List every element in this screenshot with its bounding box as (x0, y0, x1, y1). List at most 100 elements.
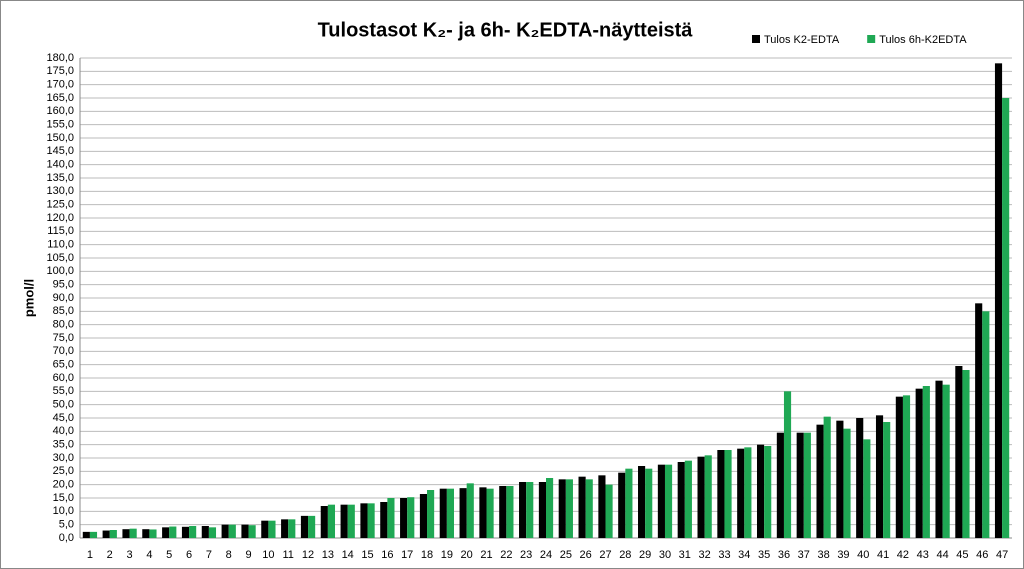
x-tick-label: 20 (461, 549, 473, 561)
x-tick-label: 35 (758, 549, 770, 561)
bar (657, 464, 665, 538)
bar (427, 490, 435, 538)
bar (962, 370, 970, 538)
legend-swatch (752, 35, 760, 43)
bar (261, 520, 269, 538)
bar (796, 432, 804, 538)
x-tick-label: 2 (107, 549, 113, 561)
bar (803, 432, 811, 538)
y-tick-label: 60,0 (53, 372, 74, 384)
bar (625, 468, 633, 538)
bar (129, 528, 137, 538)
x-tick-label: 43 (917, 549, 929, 561)
y-tick-label: 130,0 (46, 185, 74, 197)
x-tick-label: 6 (186, 549, 192, 561)
y-tick-label: 5,0 (59, 519, 74, 531)
bar (466, 483, 474, 538)
bar (367, 503, 375, 538)
bar (1002, 98, 1010, 538)
bar (109, 530, 117, 538)
bar (149, 529, 157, 538)
bar (122, 529, 130, 538)
x-tick-label: 12 (302, 549, 314, 561)
bar (360, 503, 368, 538)
y-tick-label: 85,0 (53, 305, 74, 317)
y-tick-label: 180,0 (46, 52, 74, 64)
bar (756, 444, 765, 538)
x-tick-label: 32 (699, 549, 711, 561)
bar (486, 488, 494, 538)
y-tick-label: 15,0 (53, 492, 74, 504)
bar (915, 388, 923, 538)
bar (181, 526, 190, 538)
x-tick-label: 25 (560, 549, 572, 561)
bar (823, 416, 831, 538)
y-tick-label: 170,0 (46, 79, 74, 91)
x-tick-label: 24 (540, 549, 552, 561)
chart-title: Tulostasot K₂- ja 6h- K₂EDTA-näytteistä (318, 19, 694, 41)
bar (506, 486, 514, 538)
x-tick-label: 26 (580, 549, 592, 561)
x-tick-label: 37 (798, 549, 810, 561)
x-tick-label: 5 (166, 549, 172, 561)
bar (856, 418, 864, 538)
bar (228, 524, 236, 538)
y-tick-label: 80,0 (53, 319, 74, 331)
legend-swatch (867, 35, 876, 43)
y-tick-label: 40,0 (53, 425, 74, 437)
bar (102, 530, 110, 538)
legend-label: Tulos K2-EDTA (764, 34, 840, 46)
y-tick-label: 35,0 (53, 439, 74, 451)
bar (598, 475, 606, 538)
bar (89, 531, 98, 538)
x-tick-label: 23 (520, 549, 532, 561)
bar (565, 479, 573, 538)
bar (922, 386, 930, 538)
x-tick-label: 34 (738, 549, 750, 561)
x-tick-label: 8 (226, 549, 232, 561)
bar (241, 524, 249, 538)
bar (836, 420, 844, 538)
x-tick-label: 14 (342, 549, 354, 561)
bar (142, 529, 150, 538)
x-tick-label: 4 (146, 549, 152, 561)
bar (300, 515, 309, 538)
bar (704, 455, 712, 538)
bar (221, 524, 229, 538)
y-tick-label: 175,0 (46, 65, 74, 77)
bar (717, 450, 725, 538)
x-tick-label: 38 (817, 549, 829, 561)
x-tick-label: 46 (976, 549, 988, 561)
x-tick-label: 11 (283, 549, 294, 561)
bar (248, 525, 256, 538)
bar (638, 466, 646, 538)
bar (169, 526, 177, 538)
y-tick-label: 125,0 (46, 199, 74, 211)
y-tick-label: 100,0 (46, 265, 74, 277)
y-tick-label: 55,0 (53, 385, 74, 397)
x-tick-label: 16 (381, 549, 393, 561)
x-tick-label: 17 (401, 549, 413, 561)
x-tick-label: 22 (500, 549, 512, 561)
y-tick-label: 50,0 (53, 399, 74, 411)
y-tick-label: 110,0 (47, 239, 74, 251)
bar (605, 484, 613, 538)
y-tick-label: 120,0 (46, 212, 74, 224)
x-tick-label: 29 (639, 549, 651, 561)
bar (677, 462, 685, 538)
bar (975, 303, 983, 538)
bar (82, 531, 90, 538)
x-tick-label: 21 (480, 549, 492, 561)
x-tick-label: 41 (877, 549, 889, 561)
legend-label: Tulos 6h-K2EDTA (879, 34, 967, 46)
x-tick-label: 40 (857, 549, 869, 561)
x-tick-label: 13 (322, 549, 334, 561)
x-tick-label: 36 (778, 549, 790, 561)
bar (519, 482, 527, 538)
bar (281, 519, 289, 538)
bar (875, 415, 884, 538)
x-tick-label: 31 (679, 549, 691, 561)
bar (208, 527, 217, 538)
bar (776, 432, 784, 538)
bar (664, 464, 673, 538)
